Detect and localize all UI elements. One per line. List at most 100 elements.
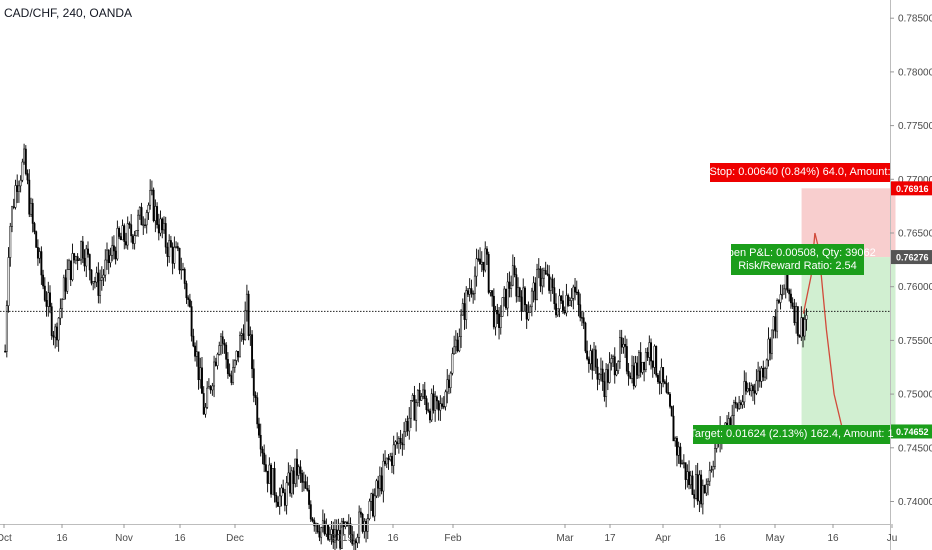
candle-body — [233, 360, 236, 368]
candle-body — [68, 260, 70, 270]
candle-body — [54, 326, 57, 338]
candle-body — [74, 256, 77, 261]
candle-body — [479, 258, 482, 265]
candle-body — [252, 368, 255, 396]
candle-body — [767, 338, 770, 361]
x-tick-label: 17 — [604, 533, 616, 544]
candle-body — [73, 253, 76, 261]
candle-body — [541, 277, 544, 287]
candle-body — [353, 540, 355, 545]
candle-body — [575, 291, 578, 294]
candle-body — [713, 448, 716, 467]
candle-body — [195, 351, 198, 357]
candle-body — [430, 393, 433, 421]
candle-body — [408, 417, 411, 432]
candle-body — [323, 520, 326, 535]
candle-body — [663, 381, 666, 384]
candle-body — [698, 474, 701, 502]
candle-body — [263, 452, 266, 465]
x-tick-label: Ju — [887, 533, 898, 544]
candle-body — [468, 288, 471, 295]
candle-body — [327, 524, 330, 540]
candle-body — [78, 259, 81, 261]
candle-body — [378, 475, 381, 489]
annotation-layer: 0.76916 0.76276 0.74652 Stop: 0.00640 (0.84… — [689, 163, 932, 444]
candle-body — [290, 470, 293, 494]
x-tick-label: 2019 — [331, 533, 354, 544]
candle-body — [100, 277, 103, 281]
candle-body — [99, 280, 102, 296]
candle-body — [444, 391, 447, 407]
candle-body — [201, 367, 203, 394]
candle-body — [798, 335, 801, 338]
x-tick-label: May — [766, 533, 785, 544]
target-label-text: Target: 0.01624 (2.13%) 162.4, Amount: 1 — [689, 428, 893, 440]
candle-body — [245, 293, 248, 311]
candle-body — [439, 403, 442, 411]
candle-body — [95, 272, 98, 283]
candle-body — [543, 270, 545, 279]
candle-body — [240, 333, 243, 336]
candle-body — [57, 317, 60, 341]
candle-body — [145, 212, 148, 226]
candle-body — [603, 381, 606, 397]
candle-body — [168, 240, 171, 257]
candle-body — [254, 395, 257, 398]
candle-body — [753, 390, 756, 394]
y-tick-label: 0.78500 — [898, 14, 932, 25]
y-tick-label: 0.75000 — [898, 390, 932, 401]
stop-label-bg — [710, 163, 890, 182]
candle-body — [461, 303, 464, 316]
candle-body — [582, 317, 585, 324]
candle-body — [83, 257, 86, 267]
candle-body — [755, 380, 758, 394]
candle-body — [137, 214, 140, 231]
candle-body — [565, 295, 568, 314]
candle-body — [264, 464, 267, 472]
price-box-target — [891, 424, 932, 439]
candle-body — [800, 317, 803, 338]
pnl-label-bg — [731, 244, 864, 275]
candle-body — [114, 250, 117, 260]
candle-body — [524, 287, 526, 306]
candle-body — [403, 431, 406, 446]
candle-body — [354, 540, 357, 544]
candle-body — [681, 462, 684, 465]
chart-title: CAD/CHF, 240, OANDA — [4, 6, 133, 20]
candle-body — [641, 361, 644, 373]
candle-body — [660, 367, 663, 384]
candle-body — [477, 258, 480, 260]
candle-body — [340, 520, 343, 549]
candle-body — [613, 356, 616, 376]
candle-body — [359, 511, 362, 515]
candle-body — [627, 370, 630, 377]
candle-body — [385, 457, 388, 465]
candle-body — [297, 466, 300, 476]
candle-body — [35, 231, 38, 248]
candle-body — [313, 520, 316, 527]
candle-body — [342, 520, 345, 527]
candle-body — [128, 223, 131, 225]
candle-body — [551, 278, 554, 288]
candle-body — [505, 288, 507, 309]
candle-body — [539, 268, 542, 287]
candle-body — [738, 402, 741, 409]
candle-body — [14, 185, 17, 208]
candle-body — [748, 388, 751, 392]
candle-body — [318, 531, 321, 538]
candle-body — [520, 296, 523, 312]
x-tick-label: 16 — [714, 533, 726, 544]
candle-body — [791, 302, 794, 307]
candle-body — [299, 466, 302, 474]
candle-body — [696, 474, 699, 502]
price-box-text-target: 0.74652 — [896, 427, 929, 437]
candle-body — [437, 400, 440, 411]
position-zones — [801, 188, 896, 432]
pnl-label-text: Open P&L: 0.00508, Qty: 39062 — [719, 247, 876, 259]
candle-body — [50, 306, 53, 336]
candle-body — [207, 386, 210, 389]
candle-body — [199, 367, 202, 381]
candle-body — [294, 458, 297, 484]
candle-body — [449, 372, 452, 388]
